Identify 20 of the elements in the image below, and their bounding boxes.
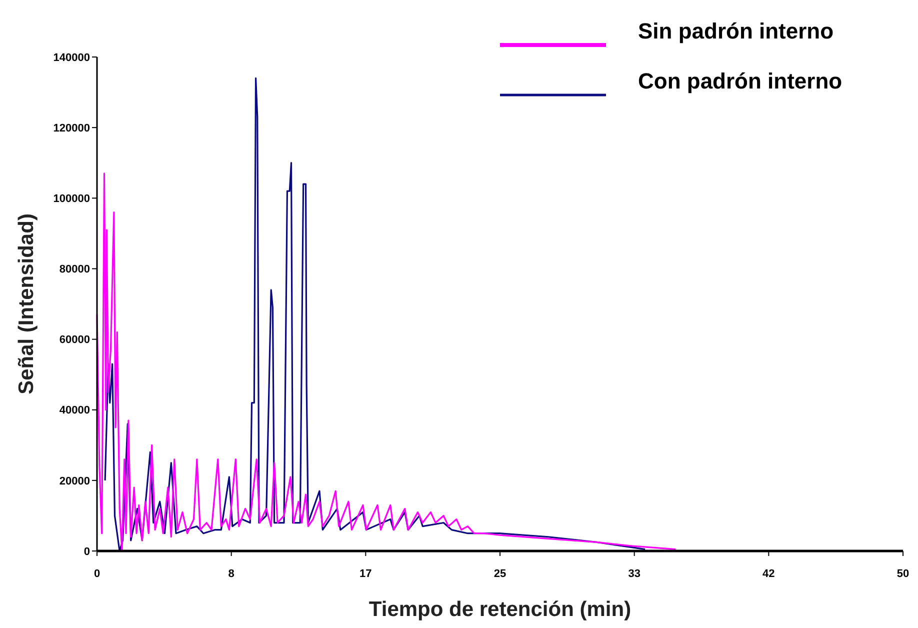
y-tick-label: 140000 [53, 52, 90, 64]
y-tick-label: 80000 [59, 264, 90, 276]
x-tick-label: 33 [628, 568, 640, 580]
x-tick-label: 17 [360, 568, 372, 580]
y-tick-label: 100000 [53, 192, 90, 205]
x-tick-label: 0 [94, 568, 100, 580]
y-tick-label: 120000 [53, 122, 90, 134]
x-tick-label: 50 [896, 568, 910, 580]
y-tick-label: 40000 [59, 404, 90, 417]
legend-label: Sin padrón interno [638, 18, 834, 44]
legend-label: Con padrón interno [638, 68, 842, 94]
y-tick-label: 0 [84, 546, 90, 558]
x-tick-label: 25 [494, 568, 506, 580]
line-series [96, 172, 677, 552]
y-tick-label: 20000 [59, 475, 90, 488]
y-tick-label: 60000 [59, 334, 90, 346]
x-tick-label: 42 [762, 568, 775, 580]
x-tick-label: 8 [228, 568, 234, 580]
y-axis-title: Señal (Intensidad) [15, 214, 38, 394]
x-axis-title: Tiempo de retención (min) [368, 598, 632, 621]
